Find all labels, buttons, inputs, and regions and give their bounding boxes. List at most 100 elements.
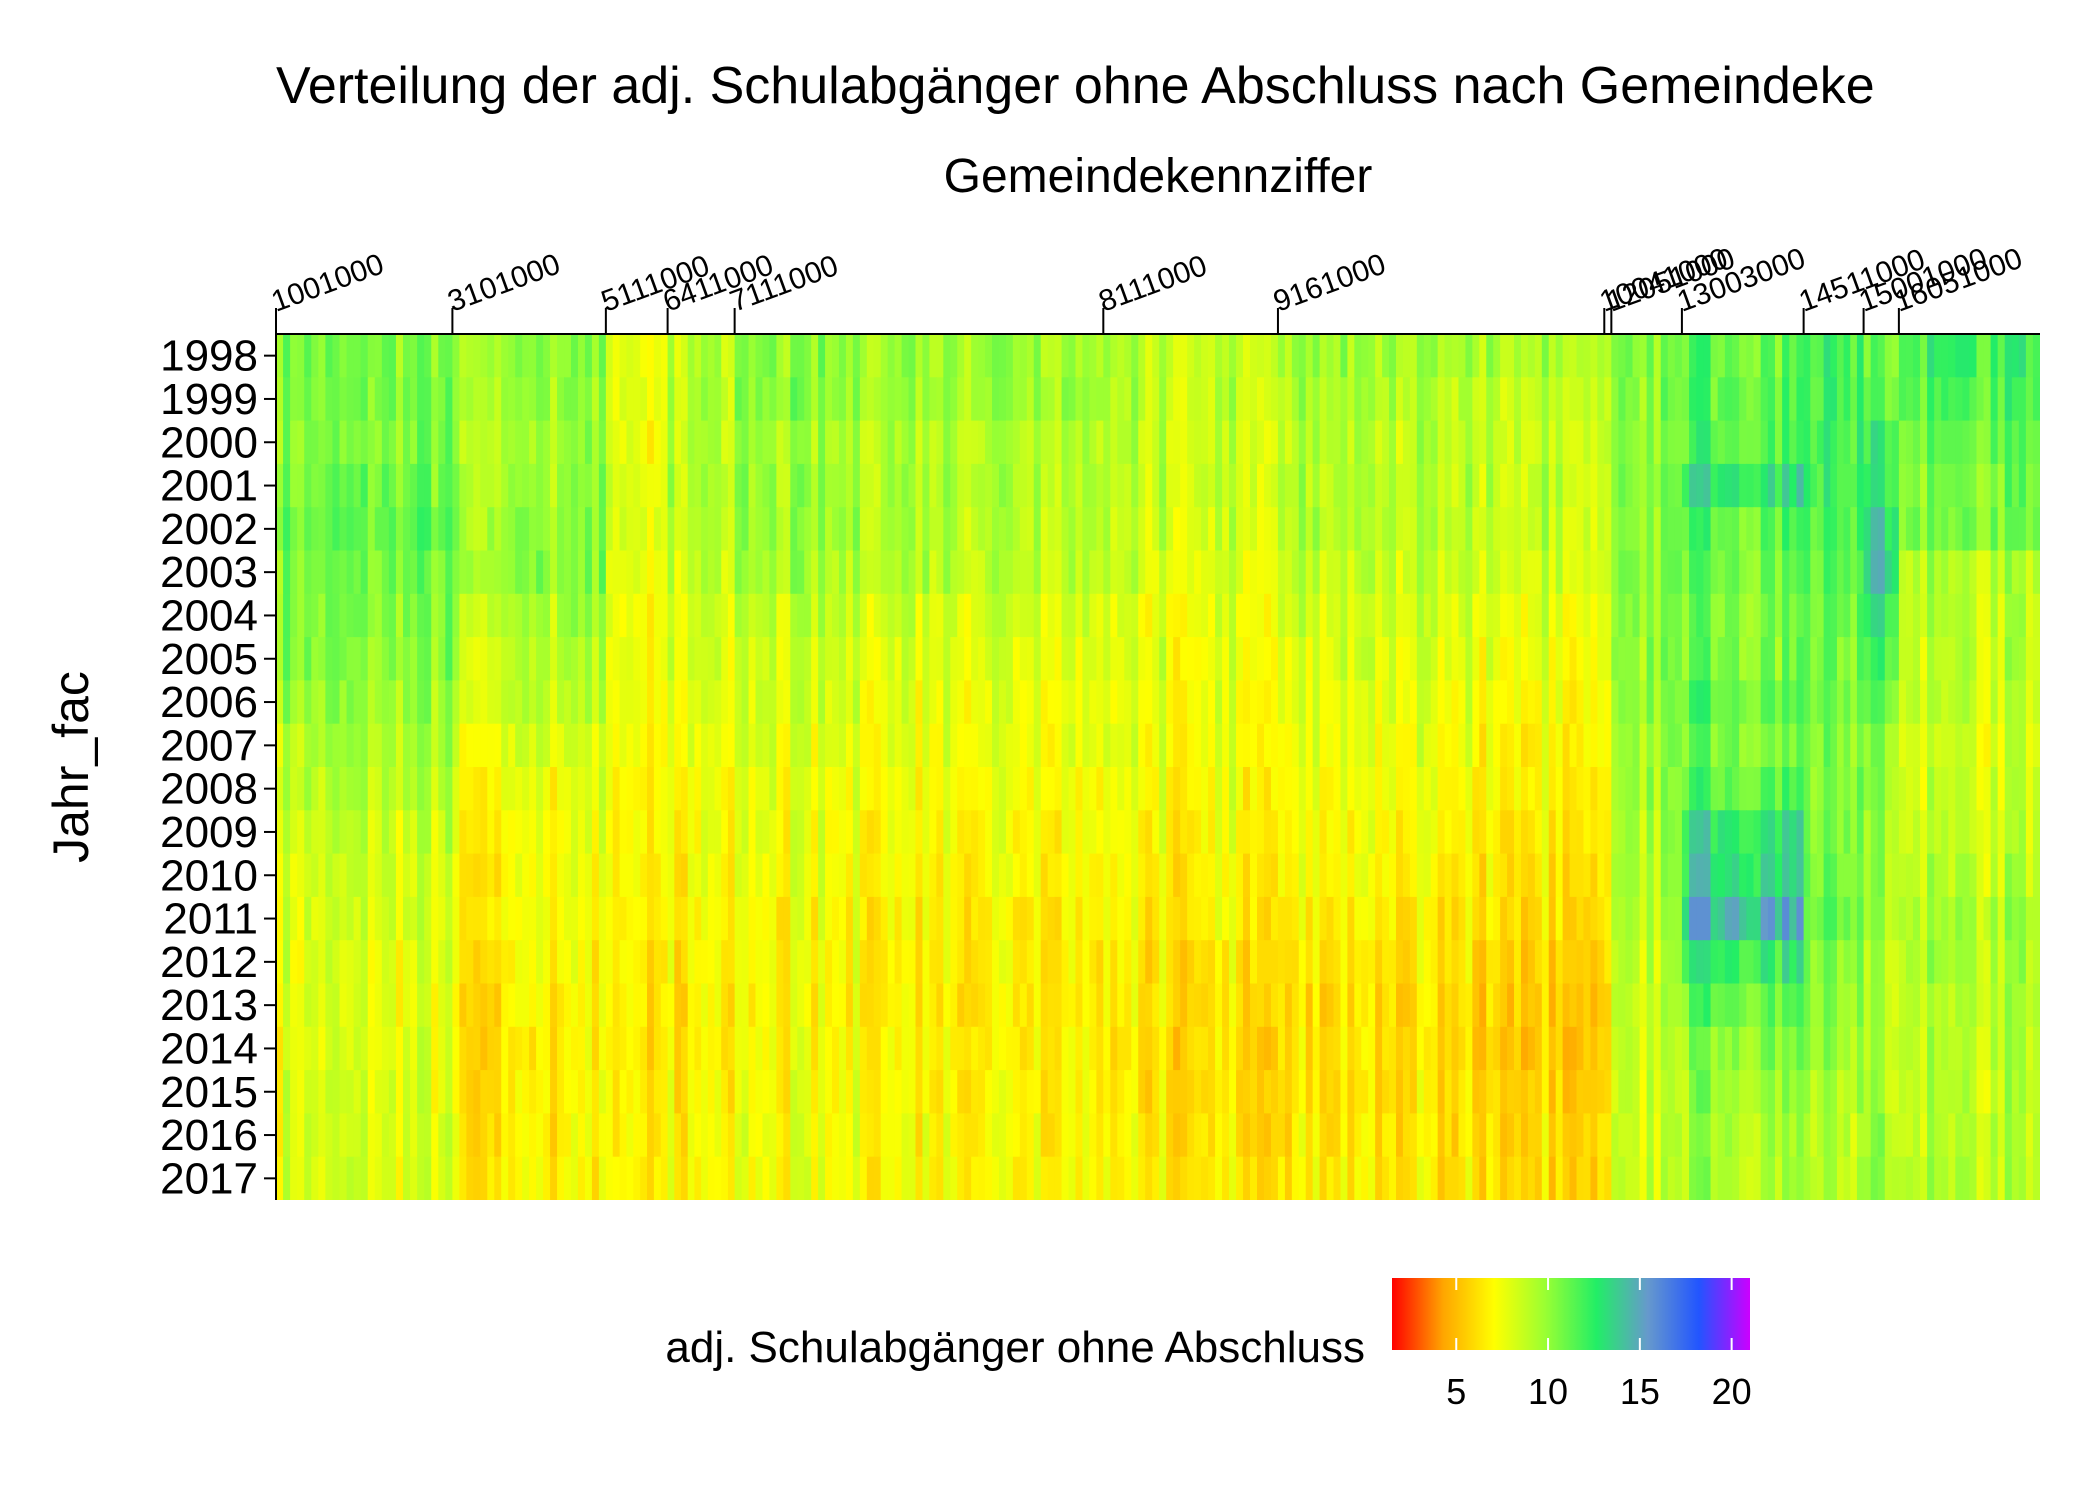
heatmap-cell xyxy=(769,637,777,681)
heatmap-cell xyxy=(1291,723,1300,768)
heatmap-cell xyxy=(1990,377,1999,422)
heatmap-cell xyxy=(1291,896,1300,941)
heatmap-cell xyxy=(1836,896,1845,941)
heatmap-cell xyxy=(346,940,355,985)
heatmap-cell xyxy=(797,637,805,681)
heatmap-cell xyxy=(1354,463,1362,508)
heatmap-cell xyxy=(2018,983,2027,1028)
heatmap-cell xyxy=(681,723,689,768)
heatmap-cell xyxy=(1548,1026,1557,1071)
heatmap-cell xyxy=(1312,853,1321,898)
heatmap-cell xyxy=(1375,853,1383,898)
heatmap-cell xyxy=(985,680,993,725)
heatmap-cell xyxy=(1117,940,1125,985)
heatmap-cell xyxy=(1145,723,1153,768)
heatmap-cell xyxy=(2004,507,2013,552)
heatmap-cell xyxy=(388,334,397,378)
heatmap-cell xyxy=(1724,463,1733,508)
heatmap-cell xyxy=(1920,896,1928,941)
heatmap-cell xyxy=(1520,983,1529,1028)
heatmap-cell xyxy=(1739,1026,1747,1071)
heatmap-cell xyxy=(1541,983,1550,1028)
heatmap-cell xyxy=(1618,853,1627,898)
heatmap-cell xyxy=(1689,463,1697,508)
heatmap-cell xyxy=(1632,940,1641,985)
heatmap-cell xyxy=(647,377,655,422)
heatmap-cell xyxy=(838,463,847,508)
heatmap-cell xyxy=(1444,983,1453,1028)
heatmap-cell xyxy=(438,463,446,508)
heatmap-cell xyxy=(1816,767,1825,811)
heatmap-cell xyxy=(1040,983,1049,1028)
heatmap-cell xyxy=(431,463,439,508)
heatmap-cell xyxy=(1201,810,1209,855)
heatmap-cell xyxy=(1789,853,1798,898)
heatmap-cell xyxy=(1884,593,1893,638)
heatmap-cell xyxy=(1884,896,1893,941)
heatmap-cell xyxy=(950,593,958,638)
heatmap-cell xyxy=(1870,810,1879,855)
heatmap-cell xyxy=(388,593,397,638)
heatmap-cell xyxy=(667,1070,675,1114)
heatmap-cell xyxy=(1159,463,1167,508)
heatmap-cell xyxy=(1597,940,1605,985)
heatmap-cell xyxy=(1990,1026,1999,1071)
heatmap-cell xyxy=(536,463,544,508)
heatmap-cell xyxy=(992,1156,1000,1200)
heatmap-cell xyxy=(1590,896,1598,941)
heatmap-cell xyxy=(1976,767,1985,811)
heatmap-cell xyxy=(901,593,910,638)
heatmap-cell xyxy=(276,377,284,422)
heatmap-cell xyxy=(1962,463,1971,508)
heatmap-cell xyxy=(950,1113,958,1158)
heatmap-cell xyxy=(1870,767,1879,811)
heatmap-cell xyxy=(1340,1156,1348,1200)
heatmap-cell xyxy=(1796,550,1805,595)
heatmap-cell xyxy=(1082,637,1091,681)
heatmap-cell xyxy=(1005,767,1014,811)
heatmap-cell xyxy=(1732,1026,1740,1071)
heatmap-cell xyxy=(1760,1113,1769,1158)
heatmap-cell xyxy=(776,334,784,378)
heatmap-cell xyxy=(1368,420,1376,465)
heatmap-cell xyxy=(755,1070,764,1114)
heatmap-cell xyxy=(452,637,460,681)
heatmap-cell xyxy=(1333,550,1342,595)
heatmap-cell xyxy=(1047,767,1056,811)
heatmap-cell xyxy=(894,377,903,422)
heatmap-cell xyxy=(1760,420,1769,465)
heatmap-cell xyxy=(1395,723,1404,768)
heatmap-cell xyxy=(1870,420,1879,465)
heatmap-cell xyxy=(1208,593,1216,638)
heatmap-cell xyxy=(417,420,425,465)
heatmap-cell xyxy=(804,1156,812,1200)
heatmap-cell xyxy=(859,767,868,811)
heatmap-cell xyxy=(605,420,614,465)
heatmap-cell xyxy=(494,507,502,552)
heatmap-cell xyxy=(1208,420,1216,465)
heatmap-cell xyxy=(374,334,383,378)
heatmap-cell xyxy=(1877,1070,1886,1114)
heatmap-cell xyxy=(1131,853,1139,898)
heatmap-cell xyxy=(325,723,334,768)
heatmap-cell xyxy=(1019,507,1028,552)
heatmap-cell xyxy=(1131,463,1139,508)
heatmap-cell xyxy=(522,420,530,465)
heatmap-cell xyxy=(304,637,312,681)
heatmap-cell xyxy=(1472,377,1480,422)
heatmap-cell xyxy=(1920,550,1928,595)
heatmap-cell xyxy=(734,463,743,508)
heatmap-cell xyxy=(1527,1070,1536,1114)
heatmap-cell xyxy=(1243,420,1251,465)
heatmap-cell xyxy=(1527,723,1536,768)
heatmap-cell xyxy=(550,1113,558,1158)
heatmap-cell xyxy=(1667,463,1676,508)
heatmap-cell xyxy=(1674,550,1683,595)
heatmap-cell xyxy=(1124,507,1132,552)
heatmap-cell xyxy=(1368,983,1376,1028)
heatmap-cell xyxy=(1270,637,1279,681)
heatmap-cell xyxy=(388,637,397,681)
heatmap-cell xyxy=(901,637,910,681)
heatmap-cell xyxy=(943,767,951,811)
heatmap-cell xyxy=(1782,810,1790,855)
